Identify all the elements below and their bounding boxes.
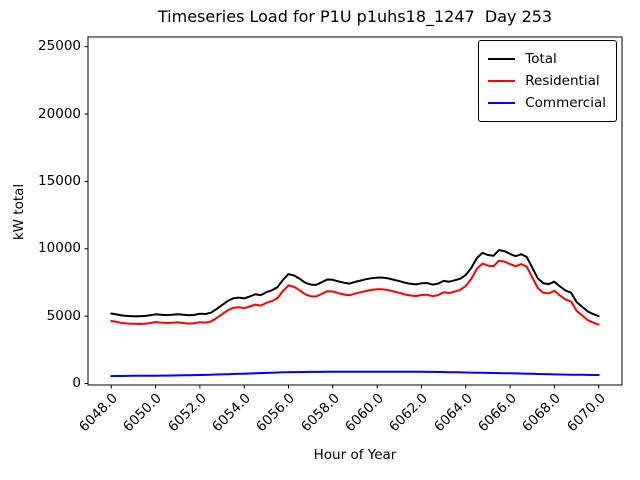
- legend-item-commercial: Commercial: [488, 92, 606, 114]
- y-tick-label: 5000: [46, 307, 81, 324]
- y-tick-label: 0: [72, 375, 81, 392]
- legend-label-total: Total: [525, 51, 557, 67]
- series-line-commercial: [110, 370, 600, 378]
- legend-line-residential: [488, 80, 516, 82]
- legend-line-total: [488, 58, 516, 60]
- legend-line-commercial: [488, 102, 516, 104]
- legend-label-commercial: Commercial: [525, 95, 606, 111]
- legend: Total Residential Commercial: [478, 40, 617, 122]
- series-line-residential: [110, 259, 600, 326]
- y-tick-label: 10000: [38, 240, 81, 257]
- series-line-total: [110, 249, 600, 318]
- y-tick-label: 25000: [38, 38, 81, 55]
- chart-title: Timeseries Load for P1U p1uhs18_1247 Day…: [157, 7, 553, 26]
- y-tick-label: 15000: [38, 172, 81, 189]
- y-tick-label: 20000: [38, 105, 81, 122]
- legend-item-residential: Residential: [488, 70, 606, 92]
- x-axis-label: Hour of Year: [313, 447, 397, 463]
- legend-label-residential: Residential: [525, 73, 600, 89]
- legend-item-total: Total: [488, 48, 606, 70]
